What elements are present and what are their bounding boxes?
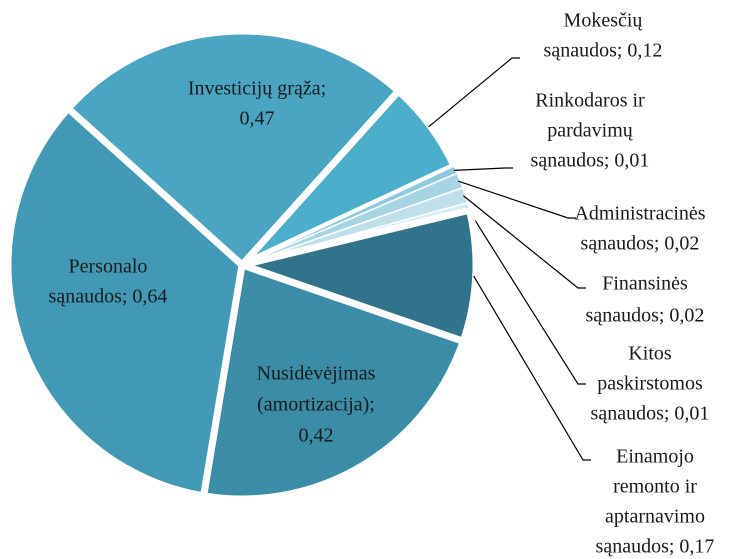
slice-label: Finansinės [602, 273, 688, 295]
pie-slice [63, 27, 404, 270]
slice-label: Rinkodaros ir [535, 90, 645, 112]
leader-line [458, 180, 576, 219]
slice-label: sąnaudos; 0,12 [544, 40, 663, 62]
pie-slice [4, 103, 246, 500]
slice-label: sąnaudos; 0,01 [531, 150, 650, 172]
slice-label: sąnaudos; 0,17 [596, 536, 715, 558]
slice-label: 0,47 [240, 108, 275, 130]
slice-label: sąnaudos; 0,02 [586, 305, 705, 327]
slice-label: paskirstomos [597, 373, 703, 395]
slice-label: Nusidėvėjimas [257, 363, 376, 385]
slice-label: 0,42 [299, 425, 334, 447]
slice-label: Mokesčių [564, 10, 644, 32]
slice-label: Einamojo [616, 446, 694, 468]
slice-label: Administracinės [574, 203, 705, 225]
pie-slice [229, 206, 480, 346]
slice-label: remonto ir [613, 476, 697, 498]
slice-label: aptarnavimo [605, 506, 705, 528]
slice-label: Kitos [628, 343, 672, 365]
slice-label: Investicijų grąža; [188, 78, 326, 100]
slice-label: pardavimų [547, 120, 634, 142]
pie-slice [199, 260, 468, 503]
slice-label: Personalo [69, 256, 148, 278]
leader-line [463, 195, 586, 289]
leader-line [473, 275, 591, 461]
slice-label: (amortizacija); [257, 394, 375, 416]
slice-label: sąnaudos; 0,02 [581, 233, 700, 255]
leader-line [466, 206, 586, 385]
leader-line [428, 57, 520, 128]
leader-line [453, 167, 513, 172]
slice-label: sąnaudos; 0,64 [49, 286, 168, 308]
slice-label: sąnaudos; 0,01 [591, 403, 710, 425]
